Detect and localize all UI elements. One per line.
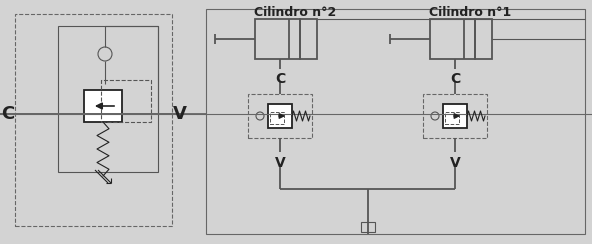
Bar: [270, 112, 284, 124]
Text: V: V: [450, 156, 461, 170]
Bar: [15, 14, 172, 226]
Bar: [445, 112, 459, 124]
Text: V: V: [275, 156, 285, 170]
Text: V: V: [173, 105, 187, 123]
Text: C: C: [450, 72, 460, 86]
Bar: [475, 19, 492, 59]
Bar: [268, 104, 292, 128]
Bar: [443, 104, 467, 128]
Text: Cilindro n°1: Cilindro n°1: [429, 6, 511, 19]
Bar: [300, 19, 317, 59]
Text: Cilindro n°2: Cilindro n°2: [254, 6, 336, 19]
Bar: [423, 94, 487, 138]
Bar: [248, 94, 312, 138]
Bar: [206, 9, 585, 234]
Bar: [255, 19, 300, 59]
Bar: [101, 80, 151, 122]
Bar: [58, 26, 158, 172]
Text: C: C: [1, 105, 15, 123]
Bar: [430, 19, 475, 59]
Text: C: C: [275, 72, 285, 86]
Bar: [361, 222, 375, 232]
Bar: [84, 90, 122, 122]
